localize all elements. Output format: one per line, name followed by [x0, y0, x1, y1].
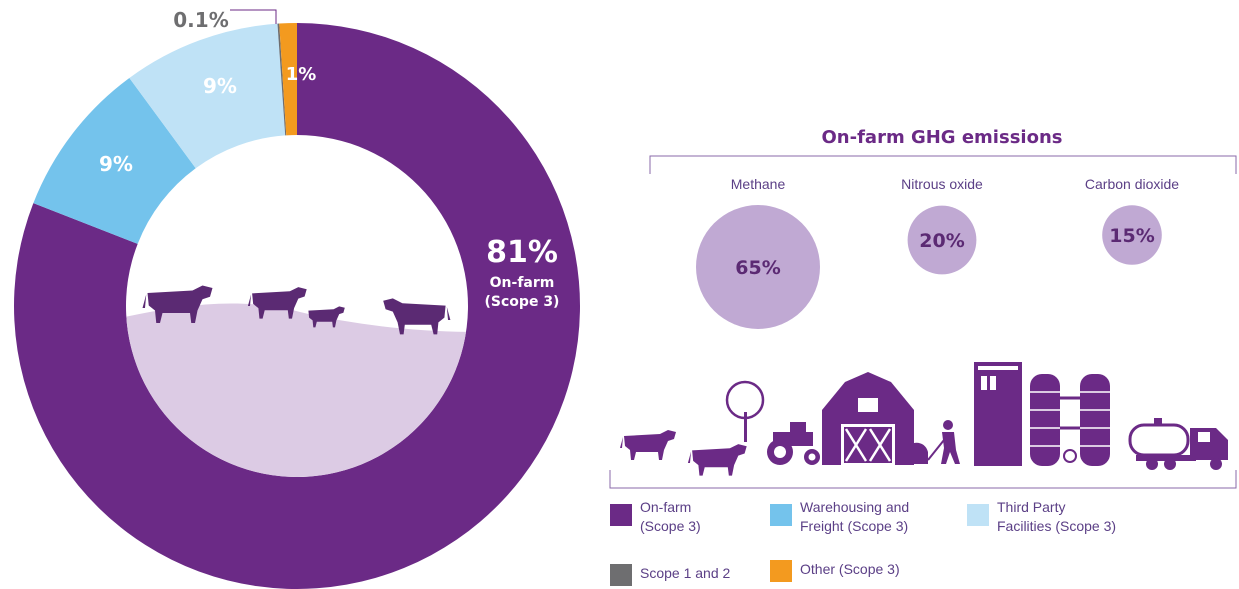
slice-label-third-party: 9% [203, 74, 237, 98]
legend-item-on-farm: On-farm (Scope 3) [610, 498, 701, 536]
calf-icon [308, 306, 345, 328]
legend-label: Other (Scope 3) [800, 561, 900, 577]
donut-slice-on-farm [13, 23, 581, 589]
ghg-section-title: On-farm GHG emissions [822, 127, 1063, 148]
silo-icon [1030, 374, 1110, 466]
legend-item-third-party: Third Party Facilities (Scope 3) [967, 498, 1116, 536]
bubble-carbon-dioxide [1102, 205, 1162, 265]
slice-label-on-farm-line2: (Scope 3) [485, 294, 560, 310]
slice-label-warehousing: 9% [99, 152, 133, 176]
ghg-section-bracket [649, 155, 1237, 174]
barn-icon [822, 372, 914, 465]
cow-icon [383, 298, 451, 335]
legend-label: Warehousing and Freight (Scope 3) [800, 499, 910, 534]
donut-slice-scope-1-2 [277, 23, 287, 136]
legend-item-warehousing: Warehousing and Freight (Scope 3) [770, 498, 909, 536]
cow-icon [247, 287, 307, 319]
slice-label-other: 1% [286, 64, 317, 85]
farm-scene [126, 285, 468, 477]
donut-slice-other [279, 23, 297, 136]
illustration-bracket [609, 470, 1237, 489]
bubble-category-label: Carbon dioxide [1085, 176, 1179, 192]
bubble-category-label: Methane [731, 176, 786, 192]
slice-label-on-farm-value: 81% [486, 235, 558, 270]
legend-label: On-farm (Scope 3) [640, 499, 701, 534]
factory-building-icon [974, 362, 1022, 466]
tree-icon [725, 380, 765, 442]
farm-illustration [620, 362, 1228, 476]
legend-item-scope-1-2: Scope 1 and 2 [610, 558, 730, 586]
land-hill [126, 303, 468, 477]
legend-swatch-third-party [967, 504, 989, 526]
ghg-bubble-chart: Methane 65% Nitrous oxide 20% Carbon dioxide… [696, 176, 1179, 329]
legend-swatch-scope-1-2 [610, 564, 632, 586]
cow-icon [687, 444, 747, 476]
donut-slice-third-party [129, 23, 286, 169]
bubble-value-label: 20% [919, 230, 964, 252]
legend-swatch-on-farm [610, 504, 632, 526]
bubble-value-label: 15% [1109, 225, 1154, 247]
slice-label-on-farm-line1: On-farm [490, 275, 555, 291]
farmer-icon [902, 420, 960, 464]
tractor-icon [767, 422, 820, 465]
cow-icon [620, 430, 676, 460]
bubble-category-label: Nitrous oxide [901, 176, 983, 192]
bubble-methane [696, 205, 820, 329]
legend-label: Third Party Facilities (Scope 3) [997, 499, 1117, 534]
bubble-value-label: 65% [735, 257, 780, 279]
slice-label-scope-1-2: 0.1% [173, 8, 228, 32]
legend-swatch-other [770, 560, 792, 582]
legend-item-other: Other (Scope 3) [770, 554, 900, 582]
bubble-nitrous-oxide [907, 205, 977, 275]
legend-swatch-warehousing [770, 504, 792, 526]
emissions-donut-chart [13, 23, 581, 589]
scope-1-2-leader-line [230, 9, 277, 24]
legend-label: Scope 1 and 2 [640, 565, 731, 581]
tanker-truck-icon [1128, 418, 1228, 470]
donut-slice-warehousing [33, 77, 196, 244]
chart-legend: On-farm (Scope 3) Warehousing and Freigh… [610, 498, 1230, 588]
cow-icon [142, 285, 213, 323]
